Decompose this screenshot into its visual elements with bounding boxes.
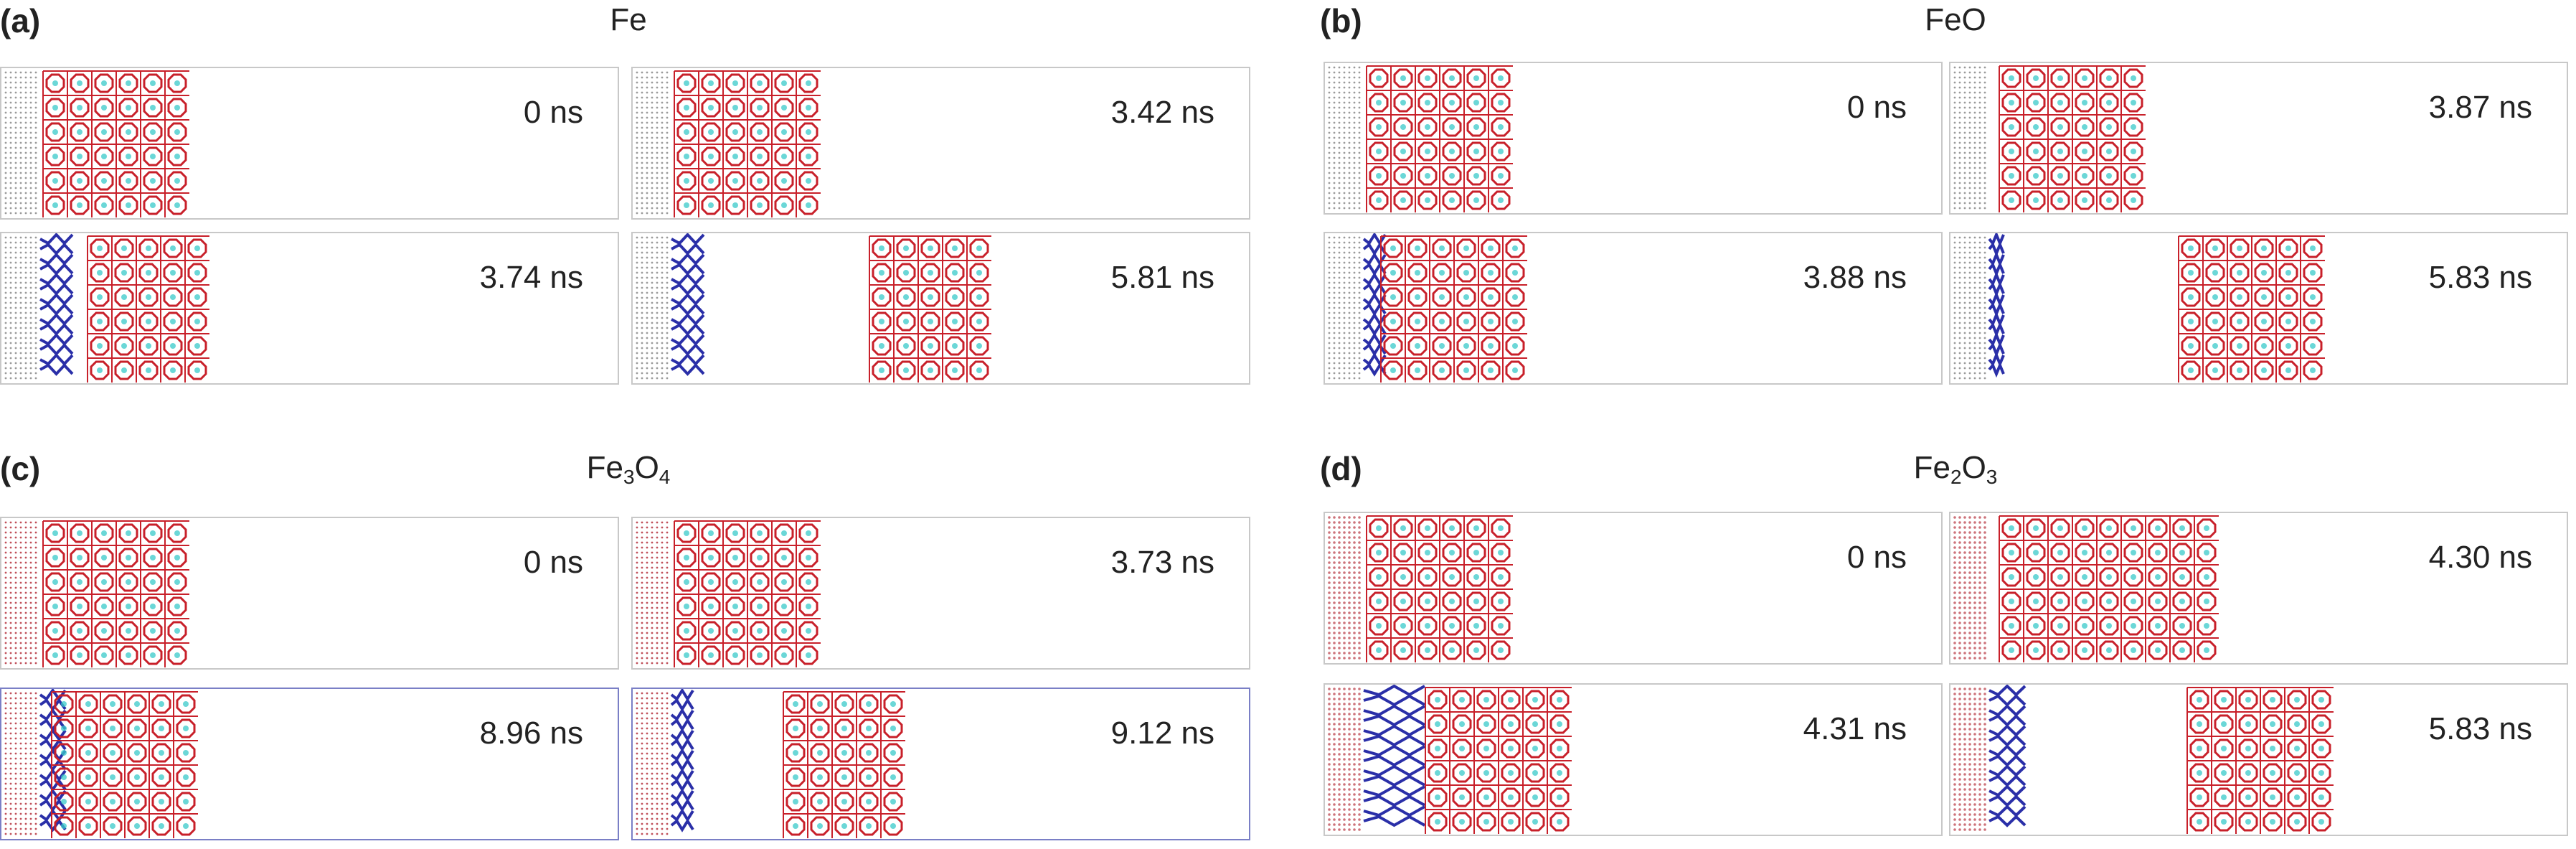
md-snapshot-graphic	[4, 520, 189, 667]
framework-block	[42, 520, 189, 667]
snapshot-frame: 5.81 ns	[631, 232, 1250, 385]
panel-label: (b)	[1320, 2, 1362, 39]
substrate-layer	[4, 521, 37, 665]
panel-label: (c)	[0, 450, 41, 487]
framework-block	[1366, 515, 1513, 662]
snapshot-frame: 5.83 ns	[1949, 232, 2568, 385]
polymer-layer	[39, 689, 67, 832]
snapshot-frame: 3.88 ns	[1324, 232, 1943, 385]
md-snapshot-graphic	[636, 233, 991, 383]
snapshot-frame: 8.96 ns	[0, 688, 619, 840]
framework-block	[1366, 65, 1513, 212]
polymer-layer	[1988, 685, 2027, 827]
md-snapshot-graphic	[636, 70, 821, 217]
md-snapshot-graphic	[1328, 685, 1572, 834]
timestamp-label: 8.96 ns	[479, 716, 583, 751]
timestamp-label: 9.12 ns	[1110, 716, 1214, 751]
framework-block	[869, 235, 991, 383]
substrate-layer	[1328, 516, 1361, 660]
timestamp-label: 5.81 ns	[1110, 260, 1214, 295]
framework-block	[87, 235, 209, 383]
timestamp-label: 3.74 ns	[479, 260, 583, 295]
polymer-layer	[671, 233, 705, 376]
md-snapshot-graphic	[4, 233, 209, 383]
snapshot-frame: 5.83 ns	[1949, 683, 2568, 836]
md-snapshot-graphic	[1953, 65, 2146, 212]
framework-block	[674, 520, 821, 667]
timestamp-label: 3.88 ns	[1803, 260, 1907, 295]
timestamp-label: 3.87 ns	[2428, 90, 2532, 125]
timestamp-label: 5.83 ns	[2428, 260, 2532, 295]
framework-block	[2186, 687, 2334, 834]
panel-title: FeO	[1925, 2, 1986, 37]
framework-block	[783, 691, 905, 838]
timestamp-label: 4.30 ns	[2428, 540, 2532, 575]
polymer-layer	[1362, 233, 1387, 377]
snapshot-frame: 3.87 ns	[1949, 62, 2568, 215]
polymer-layer	[670, 689, 694, 832]
framework-block	[42, 70, 189, 217]
timestamp-label: 3.42 ns	[1110, 95, 1214, 130]
framework-block	[51, 691, 198, 838]
panel-title: Fe3O4	[586, 450, 671, 488]
md-snapshot-graphic	[1328, 515, 1513, 662]
md-snapshot-graphic	[4, 689, 198, 838]
timestamp-label: 5.83 ns	[2428, 711, 2532, 746]
substrate-layer	[4, 692, 37, 835]
md-snapshot-graphic	[4, 70, 189, 217]
substrate-layer	[636, 692, 669, 835]
snapshot-frame: 3.74 ns	[0, 232, 619, 385]
substrate-layer	[1953, 688, 1986, 831]
timestamp-label: 0 ns	[1846, 90, 1907, 125]
substrate-layer	[1328, 688, 1361, 831]
substrate-layer	[1328, 66, 1361, 210]
substrate-layer	[1953, 66, 1986, 210]
timestamp-label: 0 ns	[523, 545, 583, 580]
framework-block	[674, 70, 821, 217]
substrate-layer	[636, 236, 669, 380]
md-snapshot-graphic	[1953, 515, 2219, 662]
framework-block	[1999, 515, 2219, 662]
polymer-layer	[1363, 685, 1425, 827]
timestamp-label: 3.73 ns	[1110, 545, 1214, 580]
snapshot-frame: 4.30 ns	[1949, 512, 2568, 665]
md-snapshot-graphic	[1328, 65, 1513, 212]
panel-label: (a)	[0, 2, 41, 39]
framework-block	[1999, 65, 2146, 212]
panel-label: (d)	[1320, 450, 1362, 487]
substrate-layer	[636, 521, 669, 665]
polymer-layer	[39, 233, 74, 376]
snapshot-frame: 0 ns	[0, 67, 619, 220]
snapshot-frame: 4.31 ns	[1324, 683, 1943, 836]
snapshot-frame: 0 ns	[1324, 62, 1943, 215]
timestamp-label: 0 ns	[1846, 540, 1907, 575]
md-snapshot-graphic	[1328, 233, 1527, 383]
substrate-layer	[636, 71, 669, 215]
snapshot-frame: 9.12 ns	[631, 688, 1250, 840]
timestamp-label: 4.31 ns	[1803, 711, 1907, 746]
md-snapshot-graphic	[1953, 233, 2325, 383]
polymer-layer	[1988, 233, 2005, 378]
framework-block	[1380, 235, 1527, 383]
snapshot-frame: 3.42 ns	[631, 67, 1250, 220]
md-snapshot-graphic	[636, 689, 905, 838]
snapshot-frame: 0 ns	[1324, 512, 1943, 665]
substrate-layer	[1953, 236, 1986, 380]
panel-title: Fe	[610, 2, 647, 37]
framework-block	[1425, 687, 1572, 834]
md-snapshot-graphic	[1953, 685, 2334, 834]
substrate-layer	[1953, 516, 1986, 660]
substrate-layer	[4, 71, 37, 215]
snapshot-frame: 3.73 ns	[631, 517, 1250, 670]
snapshot-frame: 0 ns	[0, 517, 619, 670]
timestamp-label: 0 ns	[523, 95, 583, 130]
substrate-layer	[1328, 236, 1361, 380]
framework-block	[2178, 235, 2325, 383]
md-snapshot-graphic	[636, 520, 821, 667]
panel-title: Fe2O3	[1913, 450, 1998, 488]
substrate-layer	[4, 236, 37, 380]
